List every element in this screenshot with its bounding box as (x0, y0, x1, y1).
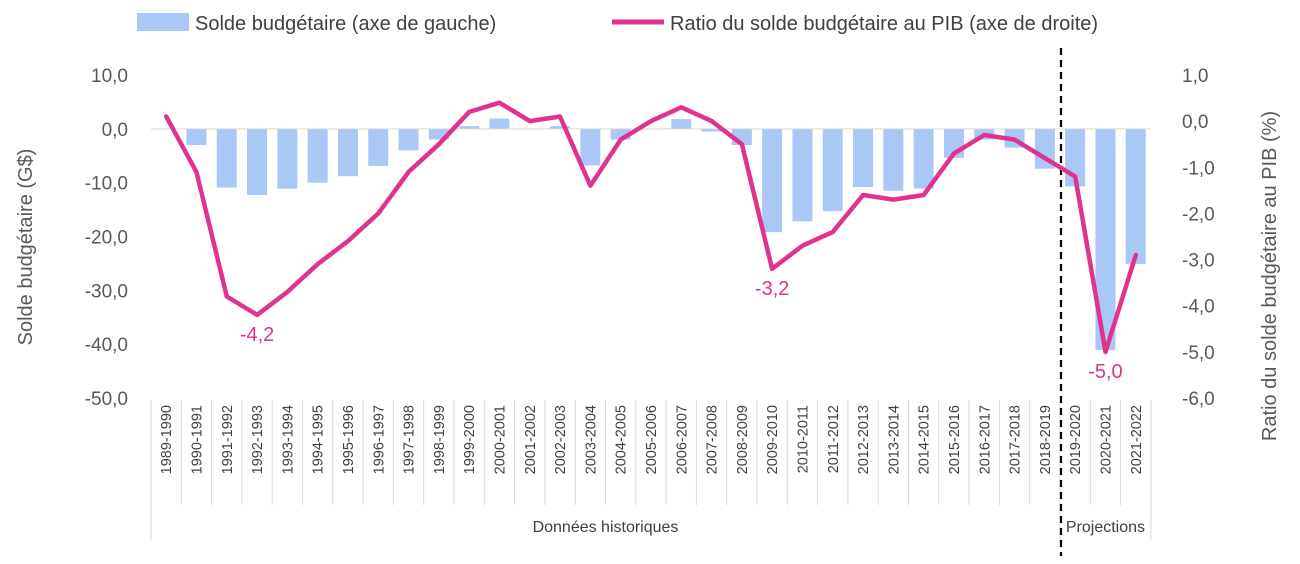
category-label: 1993-1994 (280, 405, 296, 474)
left-tick-label: -40,0 (85, 335, 128, 356)
category-label: 2004-2005 (614, 405, 630, 474)
bar (307, 128, 328, 183)
left-tick-label: -10,0 (85, 174, 128, 195)
bar (186, 128, 207, 145)
category-label: 2012-2013 (856, 405, 872, 474)
category-label: 2013-2014 (886, 405, 902, 474)
category-label: 2006-2007 (674, 405, 690, 474)
bar (550, 126, 571, 129)
category-label: 2020-2021 (1098, 405, 1114, 474)
category-label: 2011-2012 (826, 405, 842, 473)
category-label: 1996-1997 (371, 405, 387, 474)
group-label: Données historiques (533, 519, 679, 536)
category-groups: Données historiques Projections (150, 505, 1152, 540)
bar (822, 128, 843, 212)
category-label: 2008-2009 (735, 405, 751, 474)
data-labels: -4,2 -3,2 -5,0 (240, 278, 1123, 383)
category-label: 2019-2020 (1068, 405, 1084, 474)
category-label: 2009-2010 (765, 405, 781, 474)
bar (247, 128, 268, 196)
category-label: 1997-1998 (402, 405, 418, 474)
right-tick-label: -6,0 (1182, 389, 1215, 410)
left-tick-label: -30,0 (85, 281, 128, 302)
bar (398, 128, 419, 151)
left-tick-label: 10,0 (91, 66, 128, 87)
category-label: 2001-2002 (523, 405, 539, 474)
legend-line-label: Ratio du solde budgétaire au PIB (axe de… (670, 13, 1098, 35)
bar (671, 119, 692, 129)
category-label: 1994-1995 (311, 405, 327, 474)
bar (792, 128, 813, 222)
bar (913, 128, 934, 189)
left-tick-label: -50,0 (85, 389, 128, 410)
right-tick-label: 0,0 (1182, 112, 1208, 133)
category-label: 1989-1990 (159, 405, 175, 474)
bar (368, 128, 389, 166)
category-label: 2003-2004 (583, 405, 599, 474)
data-label: -3,2 (755, 278, 789, 300)
bar-series (186, 118, 1146, 351)
category-label: 2010-2011 (795, 405, 811, 473)
category-label: 1992-1993 (250, 405, 266, 474)
category-label: 2000-2001 (492, 405, 508, 474)
bar (701, 128, 722, 132)
right-tick-label: -2,0 (1182, 204, 1215, 225)
category-label: 2005-2006 (644, 405, 660, 474)
category-label: 2002-2003 (553, 405, 569, 474)
bar (277, 128, 298, 189)
bar (853, 128, 874, 187)
category-label: 2021-2022 (1129, 405, 1145, 474)
category-label: 1999-2000 (462, 405, 478, 474)
category-label: 2018-2019 (1038, 405, 1054, 474)
category-label: 1998-1999 (432, 405, 448, 474)
data-label: -4,2 (240, 324, 274, 346)
left-axis-title: Solde budgétaire (G$) (15, 149, 37, 346)
right-tick-label: -1,0 (1182, 158, 1215, 179)
legend-bar-swatch (137, 13, 189, 31)
bar (216, 128, 237, 188)
left-tick-label: 0,0 (102, 120, 128, 141)
bar (762, 128, 783, 233)
category-label: 1990-1991 (189, 405, 205, 474)
right-axis-ticks: 1,0 0,0 -1,0 -2,0 -3,0 -4,0 -5,0 -6,0 (1182, 66, 1215, 410)
right-tick-label: -3,0 (1182, 251, 1215, 272)
bar (883, 128, 904, 191)
category-label: 2014-2015 (917, 405, 933, 474)
right-tick-label: 1,0 (1182, 66, 1208, 87)
bar (1095, 128, 1116, 351)
bar (1125, 128, 1146, 264)
legend: Solde budgétaire (axe de gauche) Ratio d… (137, 13, 1098, 35)
bar (580, 128, 601, 166)
bar (337, 128, 358, 177)
ratio-line (163, 100, 1139, 355)
category-label: 2016-2017 (977, 405, 993, 474)
group-label: Projections (1066, 519, 1145, 536)
bar (459, 126, 480, 129)
bar (489, 118, 510, 129)
legend-bar-label: Solde budgétaire (axe de gauche) (195, 13, 496, 35)
right-axis-title: Ratio du solde budgétaire au PIB (%) (1259, 111, 1281, 441)
category-label: 1991-1992 (220, 405, 236, 474)
category-label: 2017-2018 (1008, 405, 1024, 474)
category-label: 2015-2016 (947, 405, 963, 474)
left-tick-label: -20,0 (85, 228, 128, 249)
data-label: -5,0 (1088, 361, 1122, 383)
bar (428, 128, 449, 140)
category-label: 2007-2008 (705, 405, 721, 474)
right-tick-label: -4,0 (1182, 297, 1215, 318)
right-tick-label: -5,0 (1182, 343, 1215, 364)
bar (610, 128, 631, 140)
category-axis: 1989-1990 1990-1991 1991-1992 1992-1993 1993… (150, 400, 1152, 505)
left-axis-ticks: 10,0 0,0 -10,0 -20,0 -30,0 -40,0 -50,0 (85, 66, 128, 410)
category-label: 1995-1996 (341, 405, 357, 474)
